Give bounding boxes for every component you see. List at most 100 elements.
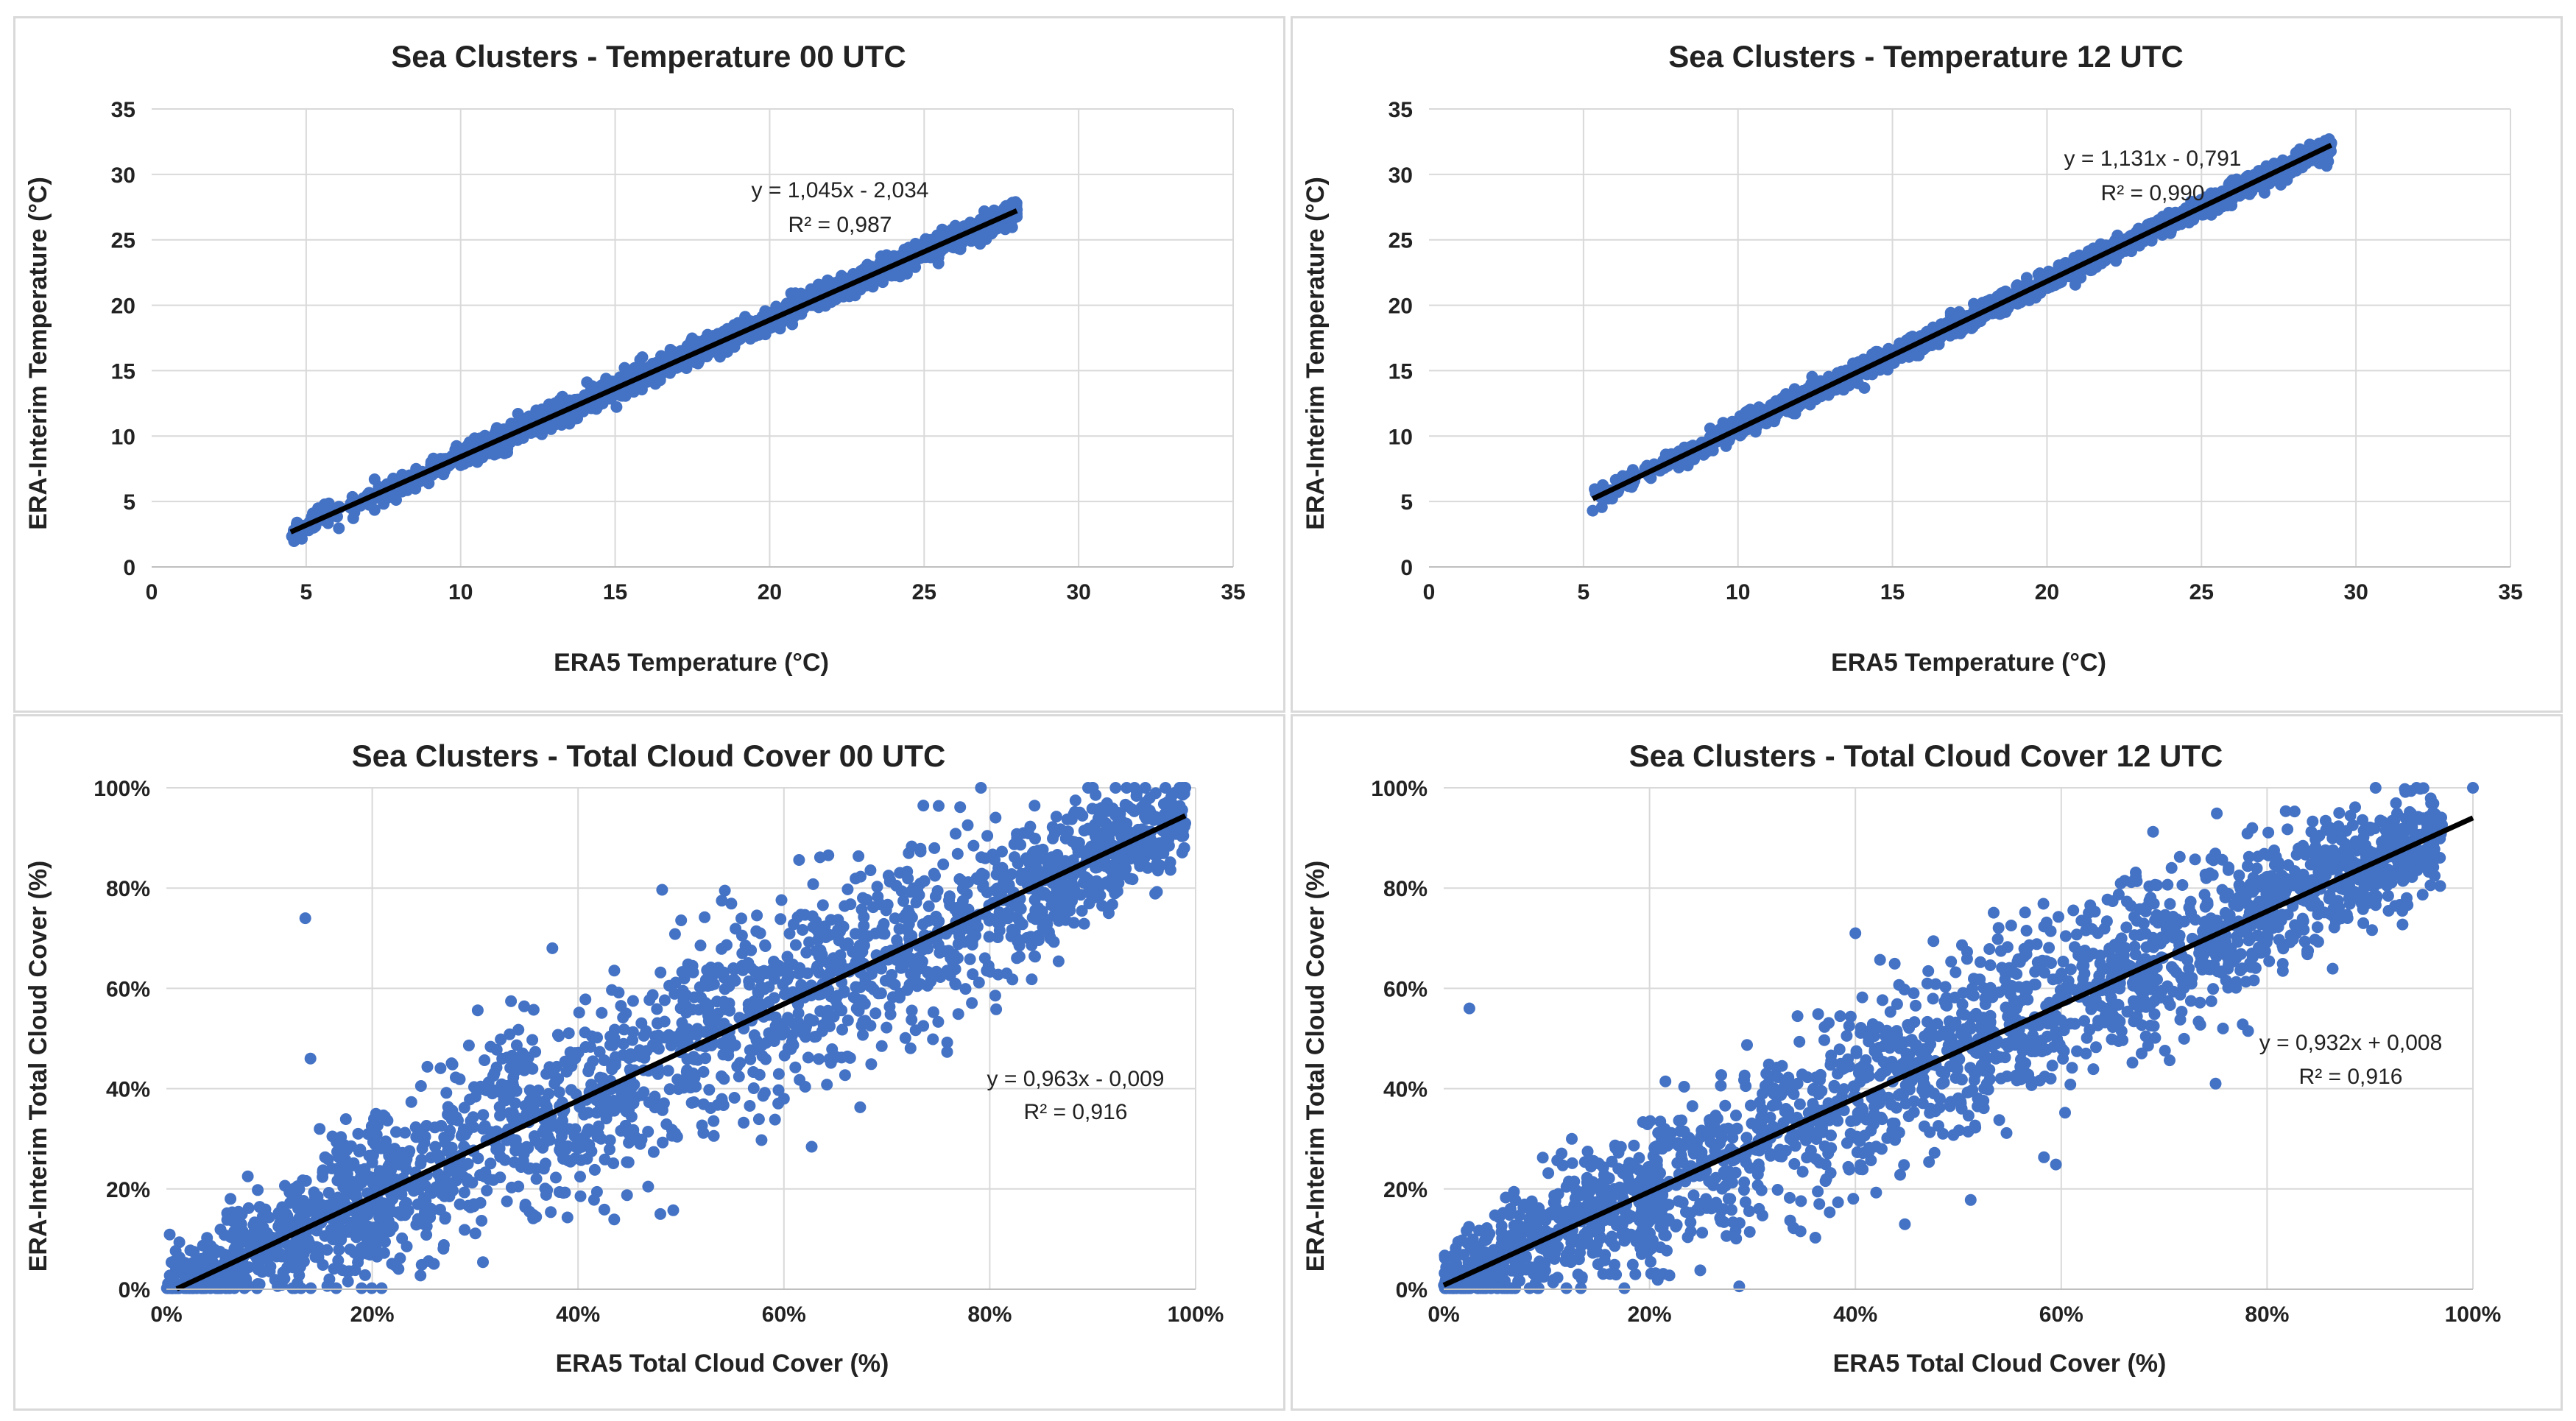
data-point bbox=[897, 895, 910, 907]
data-point bbox=[252, 1184, 264, 1196]
data-point bbox=[841, 883, 854, 895]
x-tick-label: 25 bbox=[2189, 580, 2214, 604]
data-point bbox=[225, 1193, 237, 1205]
data-point bbox=[342, 1275, 354, 1288]
y-tick-label: 10 bbox=[111, 425, 135, 449]
data-point bbox=[909, 1024, 922, 1037]
data-point bbox=[522, 1142, 534, 1154]
data-point bbox=[604, 1143, 615, 1156]
data-point bbox=[390, 1126, 402, 1138]
data-point bbox=[668, 928, 681, 940]
data-point bbox=[1707, 444, 1719, 456]
x-tick-label: 25 bbox=[912, 580, 936, 604]
y-tick-label: 0 bbox=[1400, 556, 1413, 580]
data-point bbox=[439, 1213, 451, 1225]
data-point bbox=[317, 1259, 329, 1271]
data-point bbox=[769, 1113, 781, 1126]
data-point bbox=[494, 1151, 507, 1163]
data-point bbox=[495, 1033, 507, 1046]
data-point bbox=[822, 274, 834, 286]
y-tick-label: 0 bbox=[123, 556, 135, 580]
data-point bbox=[579, 993, 592, 1006]
data-point bbox=[707, 1129, 720, 1142]
data-point bbox=[917, 800, 930, 812]
data-point bbox=[752, 1113, 765, 1126]
data-point bbox=[370, 1138, 382, 1151]
data-point bbox=[793, 854, 805, 866]
data-point bbox=[617, 1048, 629, 1061]
data-point bbox=[548, 1077, 561, 1090]
data-point bbox=[973, 976, 985, 989]
data-point bbox=[1011, 911, 1023, 923]
data-point bbox=[752, 996, 765, 1009]
y-tick-label: 5 bbox=[1400, 490, 1413, 515]
data-point bbox=[850, 1002, 863, 1015]
data-point bbox=[1149, 787, 1162, 800]
data-point bbox=[615, 1124, 627, 1137]
data-point bbox=[479, 1054, 491, 1066]
data-point bbox=[725, 898, 738, 910]
data-point bbox=[512, 1023, 525, 1036]
data-point bbox=[993, 924, 1006, 937]
data-point bbox=[450, 1071, 462, 1084]
data-point bbox=[184, 1244, 197, 1257]
data-point bbox=[988, 204, 1001, 216]
data-point bbox=[523, 1163, 535, 1175]
data-point bbox=[803, 1013, 816, 1026]
data-point bbox=[454, 459, 467, 471]
data-point bbox=[899, 1032, 911, 1044]
x-tick-label: 10 bbox=[448, 580, 473, 604]
data-point bbox=[368, 473, 381, 485]
data-point bbox=[510, 1039, 523, 1051]
data-point bbox=[775, 894, 788, 906]
data-point bbox=[429, 1140, 442, 1153]
y-tick-label: 10 bbox=[1388, 425, 1413, 449]
data-point bbox=[751, 909, 763, 922]
data-point bbox=[850, 981, 862, 993]
y-tick-label: 30 bbox=[1388, 163, 1413, 188]
y-tick-label: 25 bbox=[111, 229, 135, 253]
data-point bbox=[575, 1154, 587, 1166]
data-point bbox=[333, 1244, 345, 1256]
gridlines bbox=[1429, 108, 2511, 567]
data-point bbox=[903, 847, 915, 859]
data-point bbox=[958, 936, 970, 948]
y-axis-label: ERA-Interim Temperature (°C) bbox=[24, 177, 52, 530]
data-point bbox=[933, 800, 945, 812]
data-point bbox=[541, 1184, 554, 1196]
data-point bbox=[996, 845, 1008, 858]
data-point bbox=[744, 1100, 756, 1112]
data-point bbox=[733, 1071, 745, 1083]
data-point bbox=[929, 890, 942, 903]
data-point bbox=[879, 974, 892, 987]
data-point bbox=[839, 900, 851, 912]
data-point bbox=[922, 966, 934, 979]
x-tick-label: 35 bbox=[1221, 580, 1245, 604]
data-point bbox=[1995, 287, 2008, 300]
data-point bbox=[667, 1204, 680, 1216]
data-point bbox=[789, 1061, 802, 1073]
data-point bbox=[559, 415, 571, 428]
chart-panel-temperature-00utc: 0 5 10 15 20 25 30 35 0 5 10 15 20 25 30 35 Sea Cluster… bbox=[13, 16, 1285, 713]
data-point bbox=[323, 500, 335, 512]
data-point bbox=[1742, 405, 1754, 417]
x-tick-label: 0 bbox=[1423, 580, 1436, 604]
data-point bbox=[881, 1021, 893, 1034]
data-point bbox=[1042, 853, 1054, 864]
data-point bbox=[433, 1149, 445, 1162]
data-point bbox=[922, 900, 935, 912]
data-point bbox=[932, 1015, 945, 1028]
data-point bbox=[1139, 782, 1151, 794]
data-point bbox=[1595, 501, 1608, 513]
data-point-outlier bbox=[1587, 504, 1599, 517]
data-point bbox=[941, 1036, 953, 1048]
data-point bbox=[730, 923, 742, 935]
data-point bbox=[1810, 393, 1822, 406]
data-point bbox=[801, 967, 814, 979]
data-point bbox=[445, 1057, 458, 1070]
data-point bbox=[911, 980, 923, 992]
data-point bbox=[241, 1170, 254, 1182]
